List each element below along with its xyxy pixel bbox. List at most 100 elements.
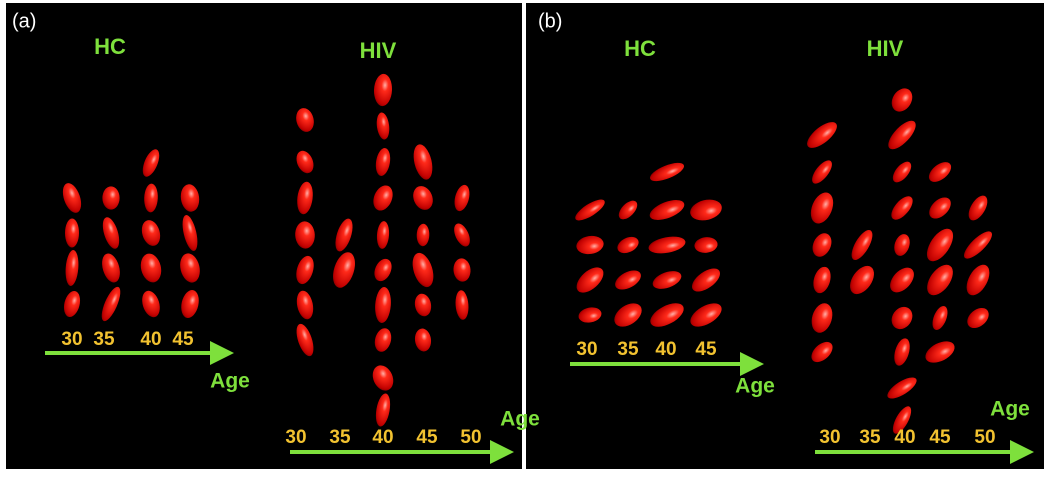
tensor-glyph <box>892 406 912 434</box>
age-label: 40 <box>894 427 915 448</box>
tensor-glyph <box>891 88 913 112</box>
tensor-glyph <box>453 258 471 282</box>
tensor-glyph <box>65 250 79 286</box>
tensor-glyph <box>887 377 917 399</box>
tensor-glyph <box>929 197 951 219</box>
tensor-glyph <box>576 235 604 255</box>
tensor-glyph <box>373 73 393 107</box>
tensor-glyph <box>335 218 353 252</box>
tensor-glyph <box>295 221 315 249</box>
panel-a-bg <box>6 3 522 469</box>
tensor-glyph <box>375 393 391 427</box>
age-label: 50 <box>460 427 481 448</box>
tensor-glyph <box>932 305 948 331</box>
tensor-glyph <box>376 112 390 140</box>
tensor-glyph <box>414 293 432 317</box>
tensor-glyph <box>691 268 721 292</box>
tensor-glyph <box>649 162 685 182</box>
glyphs <box>62 73 993 434</box>
group-title: HIV <box>867 36 904 61</box>
age-label: 30 <box>576 339 597 360</box>
age-label: 40 <box>140 329 161 350</box>
age-label: 40 <box>372 427 393 448</box>
tensor-glyph <box>891 306 913 330</box>
tensor-glyph <box>64 218 80 248</box>
tensor-glyph <box>690 199 722 221</box>
tensor-glyph <box>375 148 391 176</box>
tensor-glyph <box>614 303 642 327</box>
tensor-glyph <box>181 290 199 318</box>
tensor-glyph <box>926 228 954 262</box>
tensor-glyph <box>967 307 989 329</box>
tensor-glyph <box>578 307 602 323</box>
tensor-glyph <box>894 338 910 366</box>
tensor-glyph <box>966 264 990 296</box>
tensor-glyph <box>63 290 81 318</box>
tensor-glyph <box>62 183 82 213</box>
tensor-glyph <box>890 267 914 293</box>
tensor-glyph <box>140 253 162 283</box>
tensor-glyph <box>414 328 432 352</box>
tensor-glyph <box>296 108 314 132</box>
tensor-glyph <box>812 160 832 184</box>
tensor-glyph <box>413 144 433 180</box>
tensor-glyph <box>648 236 686 254</box>
tensor-glyph <box>102 217 120 249</box>
tensor-glyph <box>649 200 685 220</box>
axis-label: Age <box>735 375 775 398</box>
age-label: 45 <box>172 329 194 350</box>
age-label: 35 <box>93 329 115 350</box>
age-label: 35 <box>329 427 351 448</box>
tensor-glyph <box>576 267 604 293</box>
tensor-glyph <box>376 221 390 249</box>
age-label: 30 <box>819 427 840 448</box>
tensor-glyph <box>968 195 988 221</box>
tensor-glyph <box>141 220 161 246</box>
group-title: HC <box>624 36 656 61</box>
tensor-glyph <box>372 365 394 391</box>
tensor-glyph <box>811 341 833 363</box>
tensor-glyph <box>694 237 718 253</box>
age-label: 40 <box>655 339 676 360</box>
tensor-glyph <box>297 181 313 215</box>
tensor-glyph <box>618 200 638 220</box>
age-label: 45 <box>695 339 717 360</box>
age-label: 45 <box>416 427 438 448</box>
tensor-glyph <box>412 252 434 288</box>
tensor-glyph <box>180 253 200 283</box>
tensor-glyph <box>333 252 355 288</box>
tensor-glyph <box>454 223 470 247</box>
age-label: 50 <box>974 427 995 448</box>
tensor-glyph <box>807 122 837 148</box>
tensor-glyph <box>454 184 470 212</box>
tensor-glyph <box>296 290 314 320</box>
tensor-glyph <box>296 150 314 174</box>
tensor-glyph <box>928 162 952 182</box>
tensor-glyph <box>811 303 833 333</box>
tensor-glyph <box>888 120 916 150</box>
panel-label: (b) <box>538 10 562 32</box>
tensor-glyph <box>374 258 392 282</box>
tensor-glyph <box>182 215 198 251</box>
axis-label: Age <box>500 408 540 431</box>
tensor-glyph <box>180 184 200 212</box>
tensor-glyph <box>575 199 605 221</box>
group-title: HIV <box>360 38 397 63</box>
tensor-glyph <box>927 264 953 296</box>
age-label: 35 <box>617 339 639 360</box>
tensor-glyph <box>375 287 391 323</box>
tensor-glyph <box>810 192 834 224</box>
tensor-glyph <box>891 196 913 220</box>
tensor-glyph <box>652 271 682 289</box>
panel-b-bg <box>526 3 1044 469</box>
tensor-glyph <box>144 183 158 213</box>
tensor-glyph <box>894 234 910 256</box>
age-label: 45 <box>929 427 951 448</box>
axis-label: Age <box>990 398 1030 421</box>
tensor-glyph <box>812 233 832 257</box>
axis-label: Age <box>210 370 250 393</box>
age-label: 35 <box>859 427 881 448</box>
panel-label: (a) <box>12 10 36 32</box>
tensor-glyph <box>925 341 955 363</box>
tensor-glyph <box>374 328 392 352</box>
